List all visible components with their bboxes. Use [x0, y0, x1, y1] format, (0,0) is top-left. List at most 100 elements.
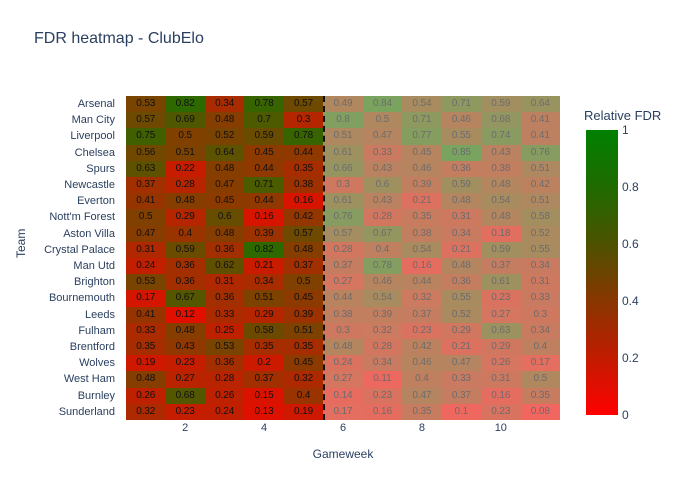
heatmap-cell-value: 0.46: [372, 276, 392, 288]
heatmap-cell: 0.6: [362, 177, 403, 194]
heatmap-cell-value: 0.57: [136, 114, 156, 126]
heatmap-cell: 0.48: [204, 112, 245, 129]
heatmap-cell-value: 0.47: [372, 130, 392, 142]
y-axis-tick-everton: Everton: [77, 195, 115, 208]
heatmap-cell-value: 0.36: [215, 292, 235, 304]
heatmap-cell: 0.36: [165, 258, 205, 275]
heatmap-cell-value: 0.16: [491, 389, 511, 401]
heatmap-cell-value: 0.23: [491, 405, 511, 417]
heatmap-cell: 0.71: [402, 112, 442, 129]
heatmap-cell-value: 0.51: [530, 195, 550, 207]
heatmap-cell-value: 0.11: [373, 373, 392, 385]
heatmap-cell-value: 0.4: [296, 389, 311, 401]
heatmap-cell-value: 0.36: [451, 276, 471, 288]
heatmap-cell-value: 0.52: [530, 227, 550, 239]
heatmap-cell-value: 0.29: [254, 308, 274, 320]
heatmap-cell: 0.64: [204, 144, 245, 161]
colorbar-title: Relative FDR: [584, 108, 662, 123]
heatmap-cell: 0.48: [165, 193, 205, 210]
heatmap-cell: 0.55: [520, 241, 560, 258]
heatmap-cell: 0.16: [283, 193, 324, 210]
heatmap-cell-value: 0.45: [412, 146, 432, 158]
heatmap-cell-value: 0.8: [336, 114, 350, 126]
heatmap-cell: 0.48: [441, 258, 482, 275]
heatmap-cell-value: 0.22: [175, 162, 195, 174]
heatmap-cell: 0.52: [520, 225, 560, 242]
heatmap-cell: 0.45: [244, 144, 284, 161]
heatmap-cell: 0.27: [323, 274, 363, 291]
heatmap-cell-value: 0.54: [491, 195, 511, 207]
heatmap-cell-value: 0.5: [533, 373, 548, 385]
heatmap-cell: 0.39: [283, 306, 324, 323]
heatmap-cell: 0.44: [402, 274, 442, 291]
heatmap-cell: 0.57: [283, 225, 324, 242]
y-axis-tick-aston-villa: Aston Villa: [63, 227, 115, 240]
heatmap-cell: 0.5: [283, 274, 324, 291]
heatmap-cell: 0.35: [402, 403, 442, 420]
heatmap-cell: 0.58: [520, 209, 560, 226]
heatmap-cell: 0.33: [126, 322, 166, 339]
heatmap-cell-value: 0.4: [415, 373, 429, 385]
heatmap-cell-value: 0.38: [294, 179, 314, 191]
heatmap-cell: 0.26: [126, 387, 166, 404]
heatmap-cell: 0.63: [481, 322, 521, 339]
heatmap-cell: 0.41: [126, 193, 166, 210]
heatmap-cell-value: 0.28: [372, 341, 392, 353]
heatmap-cell-value: 0.31: [491, 373, 511, 385]
heatmap-cell-value: 0.27: [333, 373, 353, 385]
heatmap-cell-value: 0.71: [451, 98, 471, 110]
heatmap-cell-value: 0.82: [175, 98, 195, 110]
heatmap-cell: 0.42: [402, 339, 442, 356]
heatmap-cell-value: 0.24: [215, 405, 235, 417]
heatmap-cell: 0.44: [244, 193, 284, 210]
heatmap-cell: 0.36: [204, 241, 245, 258]
heatmap-cell: 0.29: [165, 209, 205, 226]
heatmap-cell: 0.46: [441, 112, 482, 129]
heatmap-cell: 0.52: [204, 128, 245, 145]
heatmap-cell-value: 0.33: [215, 308, 235, 320]
y-axis-tick-man-utd: Man Utd: [73, 260, 115, 273]
heatmap-cell: 0.11: [362, 371, 403, 388]
heatmap-cell: 0.31: [441, 209, 482, 226]
heatmap-cell-value: 0.76: [333, 211, 353, 223]
heatmap-cell: 0.17: [126, 290, 166, 307]
heatmap-cell-value: 0.47: [412, 389, 432, 401]
chart-title: FDR heatmap - ClubElo: [34, 30, 204, 47]
heatmap-cell-value: 0.41: [136, 308, 156, 320]
heatmap-cell: 0.25: [204, 322, 245, 339]
heatmap-cell-value: 0.6: [375, 179, 390, 191]
heatmap-cell-value: 0.19: [136, 357, 156, 369]
heatmap-cell: 0.48: [441, 193, 482, 210]
heatmap-cell: 0.31: [204, 274, 245, 291]
heatmap-cell-value: 0.31: [215, 276, 235, 288]
heatmap-cell: 0.71: [441, 96, 482, 113]
heatmap-cell: 0.36: [204, 355, 245, 372]
heatmap-cell: 0.1: [441, 403, 482, 420]
heatmap-cell-value: 0.14: [333, 389, 353, 401]
heatmap-cell-value: 0.5: [375, 114, 390, 126]
heatmap-cell-value: 0.59: [254, 130, 274, 142]
heatmap-cell-value: 0.29: [175, 211, 195, 223]
heatmap-cell: 0.48: [204, 160, 245, 177]
heatmap-cell-value: 0.61: [333, 195, 353, 207]
heatmap-cell-value: 0.68: [175, 389, 195, 401]
heatmap-cell-value: 0.32: [294, 373, 314, 385]
heatmap-cell-value: 0.37: [451, 389, 471, 401]
heatmap-cell-value: 0.58: [254, 324, 274, 336]
heatmap-cell: 0.74: [481, 128, 521, 145]
heatmap-cell: 0.59: [481, 96, 521, 113]
heatmap-cell: 0.37: [323, 258, 363, 275]
heatmap-cell: 0.43: [362, 160, 403, 177]
heatmap-cell: 0.57: [323, 225, 363, 242]
heatmap-cell: 0.53: [126, 96, 166, 113]
heatmap-cell-value: 0.24: [136, 260, 156, 272]
heatmap-cell: 0.47: [402, 387, 442, 404]
heatmap-cell: 0.27: [323, 371, 363, 388]
heatmap-cell-value: 0.51: [530, 162, 550, 174]
heatmap-cell-value: 0.41: [530, 114, 550, 126]
heatmap-cell-value: 0.33: [136, 324, 156, 336]
heatmap-cell: 0.16: [362, 403, 403, 420]
heatmap-cell: 0.2: [244, 355, 284, 372]
heatmap-cell-value: 0.55: [530, 243, 550, 255]
heatmap-cell-value: 0.49: [333, 98, 353, 110]
